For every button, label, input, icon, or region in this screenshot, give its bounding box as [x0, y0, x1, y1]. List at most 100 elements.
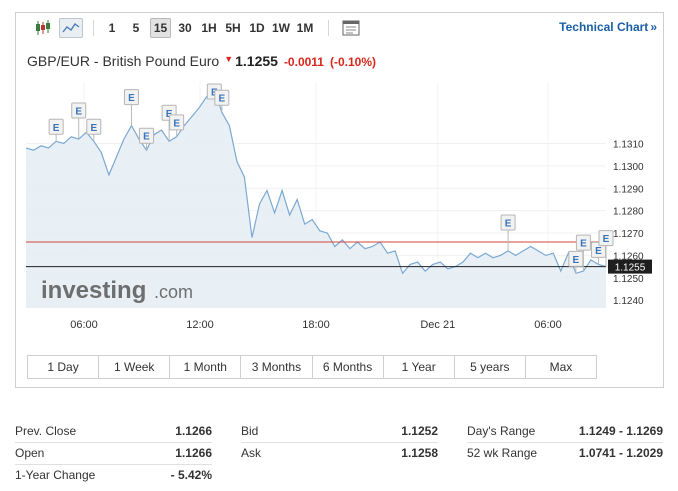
price-change-percent: (-0.10%) [329, 55, 376, 69]
range-1-month[interactable]: 1 Month [170, 356, 242, 378]
event-marker: E [48, 118, 64, 135]
toolbar-divider [328, 20, 329, 36]
timeframe-1h[interactable]: 1H [201, 21, 217, 35]
timeframe-1d[interactable]: 1D [249, 21, 265, 35]
range-1-day[interactable]: 1 Day [28, 356, 100, 378]
event-marker: E [590, 241, 606, 258]
event-marker-box [86, 118, 102, 135]
divider [467, 442, 663, 443]
technical-chart-link[interactable]: Technical Chart» [559, 20, 657, 34]
x-tick-label: 06:00 [70, 319, 98, 331]
range-3-months[interactable]: 3 Months [241, 356, 313, 378]
x-tick-label: Dec 21 [420, 319, 455, 331]
event-marker: E [169, 114, 185, 131]
stat-value: 1.1266 [175, 446, 212, 460]
timeframe-1[interactable]: 1 [108, 21, 116, 35]
stat-value: 1.1249 - 1.1269 [578, 424, 663, 438]
event-marker: E [500, 214, 516, 231]
stat-1-year-change: 1-Year Change - 5.42% [15, 467, 212, 483]
candlestick-icon[interactable] [32, 18, 54, 38]
timeframe-5h[interactable]: 5H [225, 21, 241, 35]
timeframe-15[interactable]: 15 [150, 18, 171, 38]
arrow-down-icon: ▼ [224, 54, 234, 64]
x-tick-label: 06:00 [534, 319, 562, 331]
event-marker: E [568, 250, 584, 267]
event-marker-label: E [505, 218, 512, 229]
event-marker-label: E [143, 132, 150, 143]
event-marker-box [598, 230, 614, 247]
area-chart-icon[interactable] [59, 18, 83, 38]
event-marker-box [139, 127, 155, 144]
stat-label: Open [15, 446, 45, 460]
y-tick-label: 1.1270 [613, 229, 644, 240]
event-marker-label: E [173, 118, 180, 129]
y-tick-label: 1.1280 [613, 207, 644, 218]
x-tick-label: 12:00 [186, 319, 214, 331]
stat-value: - 5.42% [170, 468, 212, 482]
event-marker: E [123, 89, 139, 106]
range-1-year[interactable]: 1 Year [383, 356, 455, 378]
stat-label: 1-Year Change [15, 468, 96, 482]
technical-chart-label: Technical Chart [559, 20, 649, 34]
stat-value: 1.1258 [401, 446, 438, 460]
stat-label: Bid [241, 424, 259, 438]
toolbar-divider [93, 20, 94, 36]
last-price-badge [608, 259, 652, 274]
divider [15, 442, 212, 443]
price-change: -0.0011 [283, 55, 324, 69]
event-marker-box [568, 250, 584, 267]
pair-title: GBP/EUR - British Pound Euro [27, 53, 220, 69]
event-marker-box [575, 234, 591, 251]
event-marker-label: E [603, 234, 610, 245]
price-area [26, 87, 606, 308]
y-tick-label: 1.1300 [613, 162, 644, 173]
event-marker-box [500, 214, 516, 231]
timeframe-1m[interactable]: 1M [296, 21, 314, 35]
watermark-brand: investing [41, 277, 146, 304]
range-6-months[interactable]: 6 Months [312, 356, 384, 378]
range-1-week[interactable]: 1 Week [99, 356, 171, 378]
event-marker: E [139, 127, 155, 144]
event-marker-label: E [580, 239, 587, 250]
investing-watermark: investing .com [41, 277, 193, 304]
timeframe-1w[interactable]: 1W [272, 21, 290, 35]
divider [15, 464, 212, 465]
price-line [26, 86, 607, 275]
timeframe-30[interactable]: 30 [178, 21, 192, 35]
stat-value: 1.1266 [175, 424, 212, 438]
stat-bid: Bid 1.1252 [241, 423, 438, 439]
stat-value: 1.1252 [401, 424, 438, 438]
event-marker-box [123, 89, 139, 106]
stat-prev-close: Prev. Close 1.1266 [15, 423, 212, 439]
chart-widget: 1 5 15 30 1H 5H 1D 1W 1M Technical Chart… [15, 12, 664, 388]
event-marker-box [48, 118, 64, 135]
y-tick-label: 1.1290 [613, 184, 644, 195]
stat-label: Ask [241, 446, 262, 460]
last-price: 1.1255 [235, 53, 278, 69]
event-marker-label: E [53, 123, 60, 134]
range-selector: 1 Day 1 Week 1 Month 3 Months 6 Months 1… [27, 355, 597, 379]
stat-label: Day's Range [467, 424, 536, 438]
stat-value: 1.0741 - 1.2029 [578, 446, 663, 460]
stat-label: 52 wk Range [467, 446, 538, 460]
calendar-icon[interactable] [340, 18, 362, 38]
event-marker-box [169, 114, 185, 131]
range-5-years[interactable]: 5 years [454, 356, 526, 378]
event-marker-label: E [75, 107, 82, 118]
event-marker: E [214, 89, 230, 106]
event-marker: E [71, 102, 87, 119]
stat-52-week-range: 52 wk Range 1.0741 - 1.2029 [467, 445, 663, 461]
event-marker: E [86, 118, 102, 135]
stat-ask: Ask 1.1258 [241, 445, 438, 461]
event-marker-label: E [90, 123, 97, 134]
stat-label: Prev. Close [15, 424, 77, 438]
x-tick-label: 18:00 [302, 319, 330, 331]
range-max[interactable]: Max [525, 356, 596, 378]
chevron-right-icon: » [650, 20, 657, 34]
event-marker-box [71, 102, 87, 119]
divider [241, 442, 438, 443]
timeframe-5[interactable]: 5 [132, 21, 140, 35]
event-marker-label: E [128, 93, 135, 104]
event-marker-label: E [166, 109, 173, 120]
